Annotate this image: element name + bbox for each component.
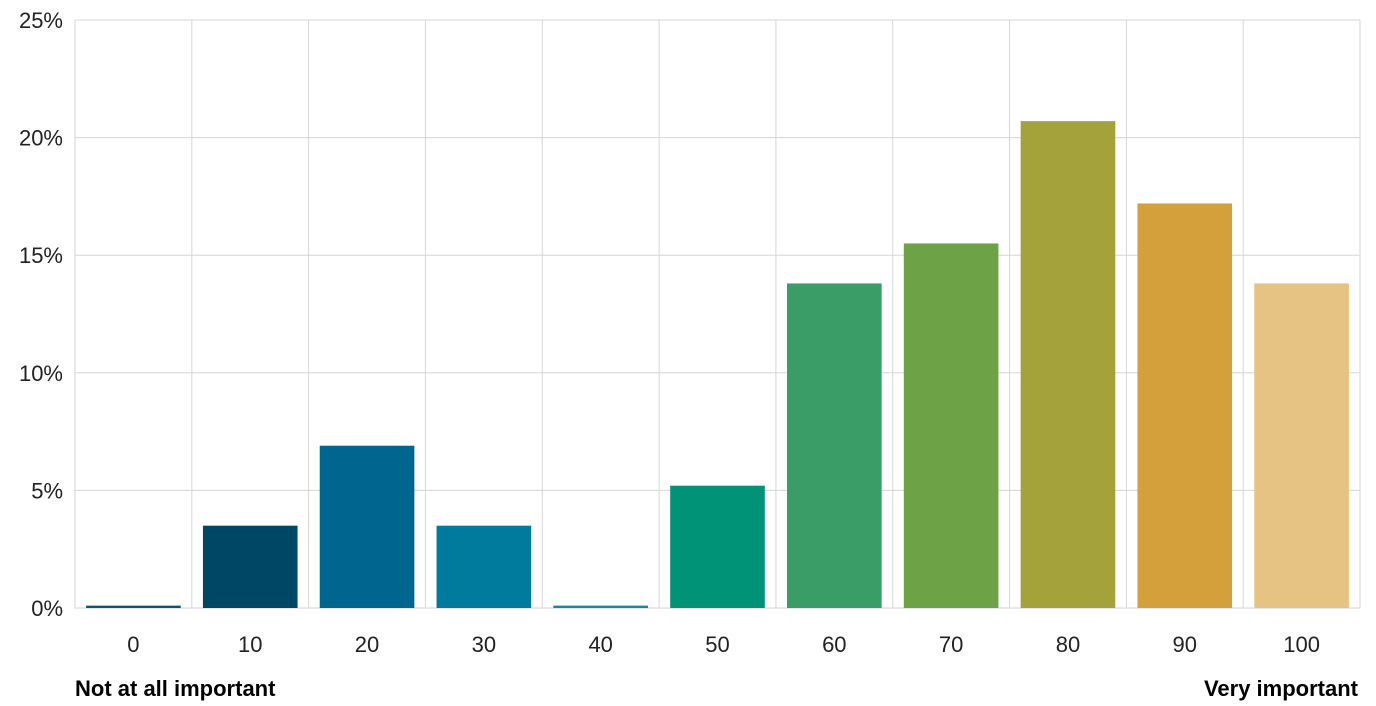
bar-30	[436, 525, 532, 608]
x-tick-label: 40	[588, 632, 612, 657]
bar-70	[903, 243, 999, 608]
bar-60	[787, 283, 882, 608]
bar-100	[1254, 283, 1349, 608]
y-tick-label: 0%	[31, 596, 63, 621]
x-tick-label: 0	[127, 632, 139, 657]
x-tick-label: 60	[822, 632, 846, 657]
y-tick-label: 5%	[31, 478, 63, 503]
bar-0	[86, 605, 181, 608]
x-tick-label: 10	[238, 632, 262, 657]
x-tick-label: 80	[1056, 632, 1080, 657]
bar-50	[670, 485, 765, 608]
y-tick-label: 10%	[19, 361, 63, 386]
y-tick-label: 20%	[19, 126, 63, 151]
grid	[74, 19, 1361, 609]
y-tick-label: 25%	[19, 8, 63, 33]
x-tick-label: 70	[939, 632, 963, 657]
y-tick-label: 15%	[19, 243, 63, 268]
bar-20	[319, 445, 415, 608]
bar-80	[1020, 121, 1116, 609]
x-tick-label: 30	[472, 632, 496, 657]
x-tick-label: 90	[1173, 632, 1197, 657]
bars	[86, 121, 1349, 609]
bar-10	[202, 525, 298, 608]
bar-40	[553, 605, 648, 608]
x-tick-label: 50	[705, 632, 729, 657]
bar-90	[1137, 203, 1233, 608]
x-axis-right-label: Very important	[1204, 676, 1359, 701]
x-axis-left-label: Not at all important	[75, 676, 276, 701]
x-tick-label: 100	[1283, 632, 1320, 657]
x-axis-ticks: 0 10 20 30 40 50 60 70 80 90 100	[127, 632, 1320, 657]
y-axis-ticks: 0% 5% 10% 15% 20% 25%	[19, 8, 63, 621]
x-tick-label: 20	[355, 632, 379, 657]
